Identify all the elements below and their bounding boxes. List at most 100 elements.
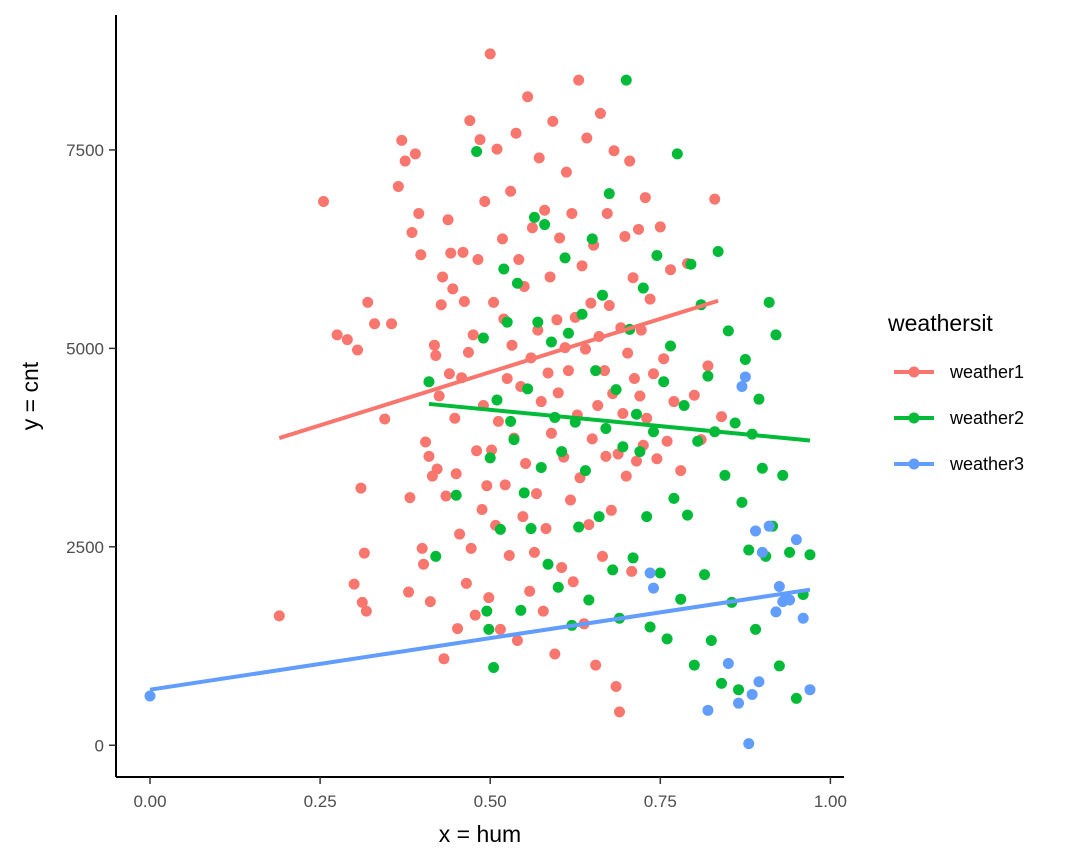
weather1-point [517, 511, 529, 523]
weather1-point [626, 565, 638, 577]
weather1-point [472, 253, 484, 265]
weather3-point [702, 704, 714, 716]
weather1-point [348, 578, 360, 590]
weather1-point [403, 586, 415, 598]
weather1-point [449, 412, 461, 424]
weather1-point [440, 490, 452, 502]
weather2-point [488, 661, 500, 673]
legend-key-point [908, 458, 920, 470]
weather1-point [341, 334, 353, 346]
weather1-point [617, 407, 629, 419]
weather1-point [331, 329, 343, 341]
weather2-point [617, 441, 629, 453]
weather1-point [545, 427, 557, 439]
weather2-point [620, 74, 632, 86]
weather1-point [492, 415, 504, 427]
weather1-point [610, 681, 622, 693]
weather1-point [651, 453, 663, 465]
weather2-point [505, 415, 517, 427]
weather1-point [479, 196, 491, 208]
weather3-point [790, 534, 802, 546]
weather1-point [445, 247, 457, 259]
weather2-point [607, 564, 619, 576]
weather1-point [556, 561, 568, 573]
weather2-point [671, 148, 683, 160]
points-layer [144, 48, 816, 750]
weather1-point [458, 296, 470, 308]
legend-key-point [908, 366, 920, 378]
weather1-point [654, 221, 666, 233]
weather2-point [423, 376, 435, 388]
weather2-point [450, 489, 462, 501]
weather1-point [539, 204, 551, 216]
x-tick-label: 0.50 [474, 792, 507, 811]
weather1-point [355, 482, 367, 494]
weather1-point [496, 233, 508, 245]
weather2-point [586, 233, 598, 245]
weather1-point [532, 324, 544, 336]
weather2-point [471, 146, 483, 158]
weather2-point [511, 277, 523, 289]
weather2-point [610, 384, 622, 396]
weather3-point [739, 371, 751, 383]
weather3-point [773, 581, 785, 592]
y-tick-label: 5000 [66, 339, 104, 358]
weather2-point [668, 492, 680, 504]
x-tick-label: 1.00 [814, 792, 847, 811]
weather2-point [603, 188, 615, 200]
weather2-trend-line [428, 401, 811, 443]
weather1-point [630, 455, 642, 467]
weather1-point [399, 155, 411, 167]
weather1-point [522, 91, 534, 103]
weather1-point [435, 299, 447, 311]
weather1-point [396, 134, 408, 146]
weather1-point [560, 166, 572, 178]
weather1-point [488, 296, 500, 308]
weather3-point [797, 612, 809, 624]
weather2-point [518, 487, 530, 499]
weather3-point [784, 594, 796, 606]
weather3-point [733, 697, 745, 709]
weather1-point [554, 232, 566, 244]
weather2-point [593, 511, 605, 523]
weather2-point [522, 383, 534, 395]
weather2-point [675, 593, 687, 605]
weather1-point [273, 610, 285, 622]
legend: weathersit weather1 weather2 weather3 [887, 310, 1024, 474]
weather2-point [682, 509, 694, 521]
weather2-point [556, 446, 568, 458]
weather1-point [318, 196, 330, 208]
weather1-point [430, 350, 442, 362]
weather1-point [603, 300, 615, 312]
weather2-point [596, 289, 608, 301]
weather3-trend-line [149, 587, 811, 692]
weather3-point [756, 546, 768, 558]
weather1-point [418, 558, 430, 570]
weather1-point [415, 249, 427, 261]
weather1-point [484, 48, 496, 60]
weather2-point [641, 511, 653, 523]
weather3-point [804, 684, 816, 696]
weather1-point [450, 468, 462, 480]
weather2-point [508, 434, 520, 446]
weather1-point [641, 412, 653, 424]
weather1-point [537, 605, 549, 617]
weather1-point [627, 272, 639, 284]
weather1-point [576, 260, 588, 272]
weather1-point [481, 480, 493, 492]
weather1-point [586, 433, 598, 445]
weather2-point [790, 692, 802, 704]
weather1-point [622, 347, 634, 359]
weather3-point [750, 525, 762, 537]
weather1-point [520, 457, 532, 469]
weather1-trend-line [278, 298, 719, 440]
weather1-point [716, 411, 728, 423]
weather1-point [431, 463, 443, 475]
weather1-point [528, 546, 540, 558]
y-tick-label: 0 [95, 736, 104, 755]
y-axis-ticks: 0 2500 5000 7500 [66, 141, 116, 755]
weather2-point [654, 567, 666, 579]
weather1-point [600, 450, 612, 462]
trend-layer [149, 298, 811, 692]
